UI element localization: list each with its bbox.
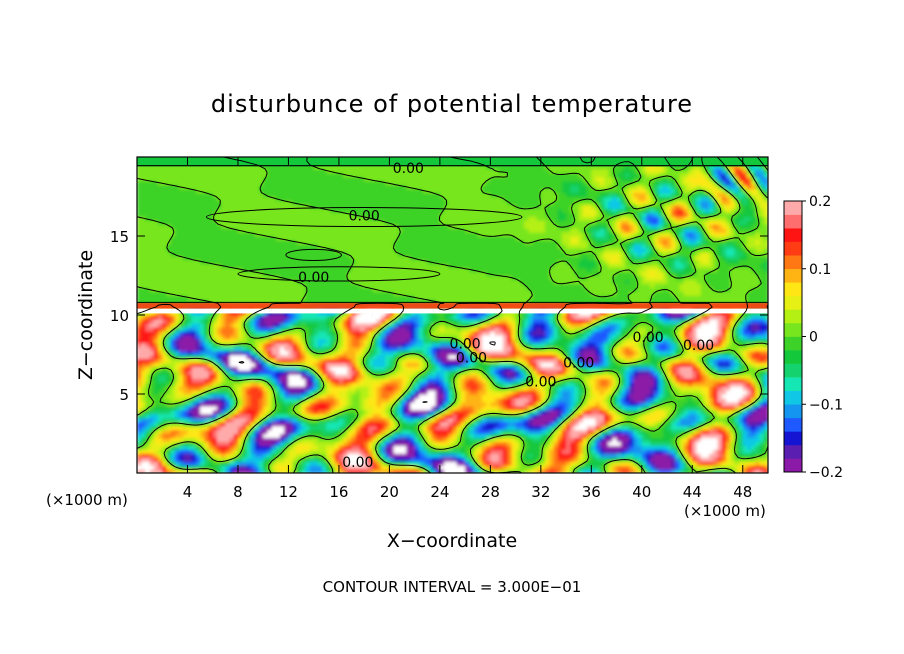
colorbar-tick-label: 0.2 — [809, 194, 831, 210]
x-unit-right: (×1000 m) — [684, 502, 766, 520]
colorbar-swatch — [784, 390, 802, 405]
colorbar-swatch — [784, 309, 802, 324]
x-tick-label: 40 — [632, 483, 651, 501]
contour-label: 0.00 — [298, 270, 329, 286]
contour-label: 0.00 — [393, 161, 424, 177]
temperature-field — [137, 157, 768, 473]
y-tick-label: 5 — [119, 386, 129, 404]
contour-label: 0.00 — [563, 355, 594, 371]
chart-title: disturbunce of potential temperature — [211, 90, 693, 118]
colorbar-swatch — [784, 417, 802, 432]
x-tick-label: 8 — [233, 483, 243, 501]
x-tick-label: 24 — [430, 483, 449, 501]
x-tick-label: 28 — [481, 483, 500, 501]
colorbar-swatch — [784, 282, 802, 297]
colorbar-swatch — [784, 255, 802, 270]
plot-area: 0.000.000.000.000.00 0.000.000.00 0.000.00 — [136, 156, 769, 474]
contour-lines — [137, 157, 768, 473]
x-tick-label: 36 — [582, 483, 601, 501]
colorbar-swatch — [784, 377, 802, 391]
y-tick-label: 15 — [110, 228, 129, 246]
colorbar-swatch — [784, 201, 802, 215]
colorbar-swatch — [784, 322, 802, 337]
contour-interval-note: CONTOUR INTERVAL = 3.000E−01 — [323, 578, 582, 596]
colorbar-swatch — [784, 458, 802, 473]
y-axis: 5 10 15 — [110, 228, 768, 404]
contour-label: 0.00 — [342, 455, 373, 471]
colorbar: 0.2 0.1 0 −0.1 −0.2 — [783, 194, 843, 481]
contour-label: 0.00 — [349, 208, 380, 224]
colorbar-swatch — [784, 336, 802, 351]
x-axis-label: X−coordinate — [387, 530, 517, 552]
colorbar-swatch — [784, 404, 802, 419]
y-axis-label: Z−coordinate — [75, 250, 97, 380]
x-tick-label: 48 — [733, 483, 752, 501]
contour-label: 0.00 — [450, 336, 481, 352]
x-tick-label: 12 — [279, 483, 298, 501]
colorbar-swatch — [784, 350, 802, 364]
contour-label: 0.00 — [456, 351, 487, 367]
colorbar-swatch — [784, 241, 802, 256]
colorbar-swatch — [784, 295, 802, 310]
colorbar-swatch — [784, 228, 802, 242]
contour-label: 0.00 — [633, 330, 664, 346]
x-unit-left: (×1000 m) — [46, 491, 128, 509]
colorbar-swatch — [784, 444, 802, 459]
x-tick-label: 16 — [329, 483, 348, 501]
contour-label: 0.00 — [525, 374, 556, 390]
contour-label: 0.00 — [683, 338, 714, 354]
contour-labels: 0.000.000.000.000.00 0.000.000.00 0.000.00 — [298, 161, 714, 471]
y-tick-label: 10 — [110, 307, 129, 325]
x-tick-label: 20 — [380, 483, 399, 501]
colorbar-tick-label: 0.1 — [809, 262, 831, 278]
x-tick-label: 44 — [683, 483, 702, 501]
colorbar-tick-label: −0.1 — [809, 397, 843, 413]
x-axis: 4 8 12 16 20 24 28 32 36 40 44 48 — [183, 157, 752, 501]
x-tick-label: 32 — [531, 483, 550, 501]
colorbar-swatch — [784, 363, 802, 378]
colorbar-tick-label: 0 — [809, 330, 818, 346]
colorbar-swatch — [784, 431, 802, 446]
colorbar-tick-label: −0.2 — [809, 465, 843, 481]
x-tick-label: 4 — [183, 483, 193, 501]
colorbar-swatch — [784, 214, 802, 229]
colorbar-swatch — [784, 268, 802, 283]
